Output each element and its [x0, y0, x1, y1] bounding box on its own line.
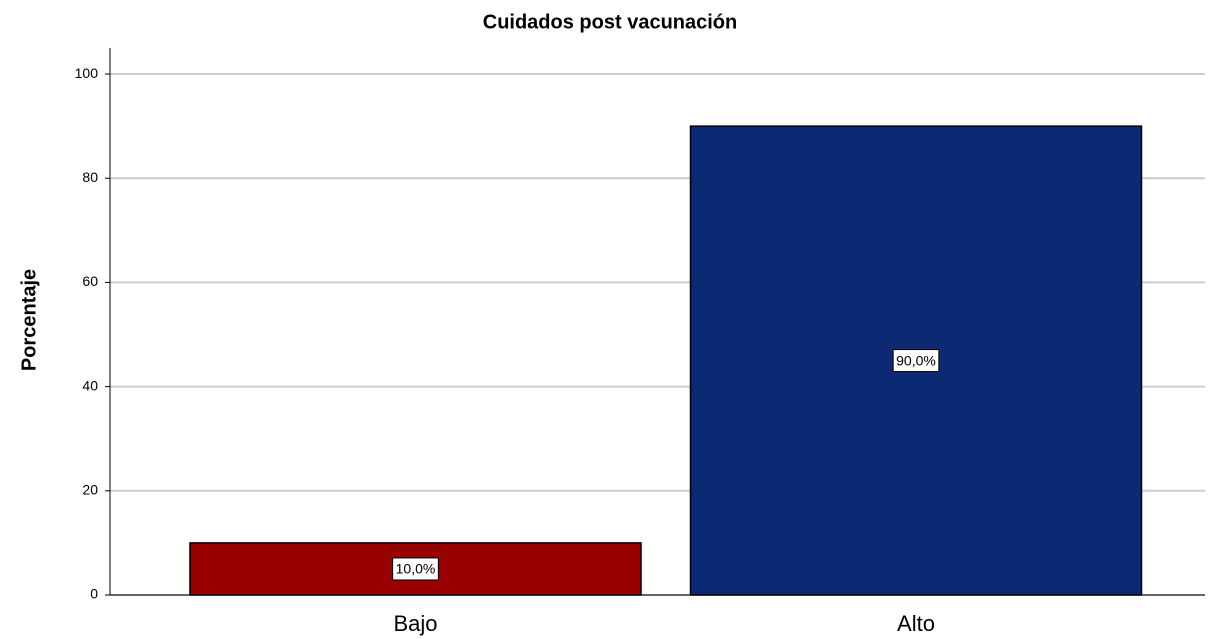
value-label-box	[892, 349, 940, 373]
value-label: 10,0%	[396, 561, 436, 577]
y-tick-label: 0	[90, 586, 98, 602]
y-tick-label: 40	[82, 377, 98, 393]
y-axis-label: Porcentaje	[18, 269, 40, 371]
x-tick-label: Bajo	[393, 611, 437, 636]
value-label: 90,0%	[896, 352, 936, 368]
value-label-box	[392, 557, 439, 581]
y-tick-label: 100	[75, 65, 99, 81]
y-tick-label: 80	[82, 169, 98, 185]
x-tick-label: Alto	[897, 611, 935, 636]
y-tick-label: 60	[82, 273, 98, 289]
chart-title: Cuidados post vacunación	[483, 11, 737, 33]
y-tick-label: 20	[82, 482, 98, 498]
